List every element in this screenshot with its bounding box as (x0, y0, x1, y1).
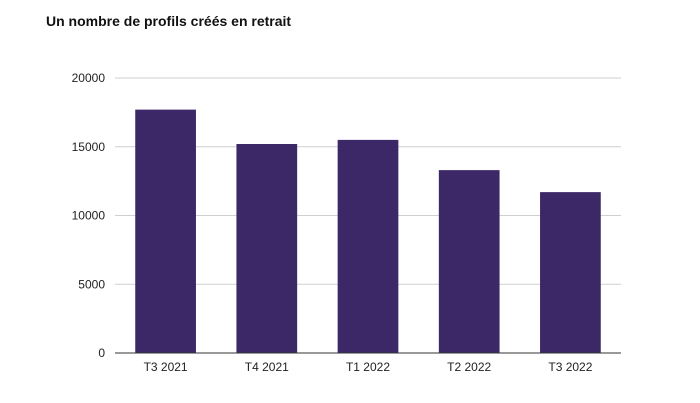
x-tick-label: T1 2022 (346, 360, 390, 374)
x-tick-label: T4 2021 (245, 360, 289, 374)
bar (337, 139, 399, 353)
bars (135, 109, 601, 353)
x-tick-label: T3 2022 (548, 360, 592, 374)
y-tick-label: 0 (98, 346, 105, 360)
y-tick-label: 10000 (72, 209, 106, 223)
x-axis-ticks: T3 2021 T4 2021 T1 2022 T2 2022 T3 2022 (144, 360, 593, 374)
bar (438, 170, 500, 353)
bar (540, 192, 601, 353)
x-tick-label: T2 2022 (447, 360, 491, 374)
y-tick-label: 20000 (72, 71, 106, 85)
x-tick-label: T3 2021 (144, 360, 188, 374)
bar (236, 144, 298, 353)
y-tick-label: 5000 (78, 277, 105, 291)
bar (135, 109, 196, 353)
y-tick-label: 15000 (72, 140, 106, 154)
y-axis-ticks: 0 5000 10000 15000 20000 (72, 71, 106, 360)
chart-title: Un nombre de profils créés en retrait (46, 13, 292, 29)
